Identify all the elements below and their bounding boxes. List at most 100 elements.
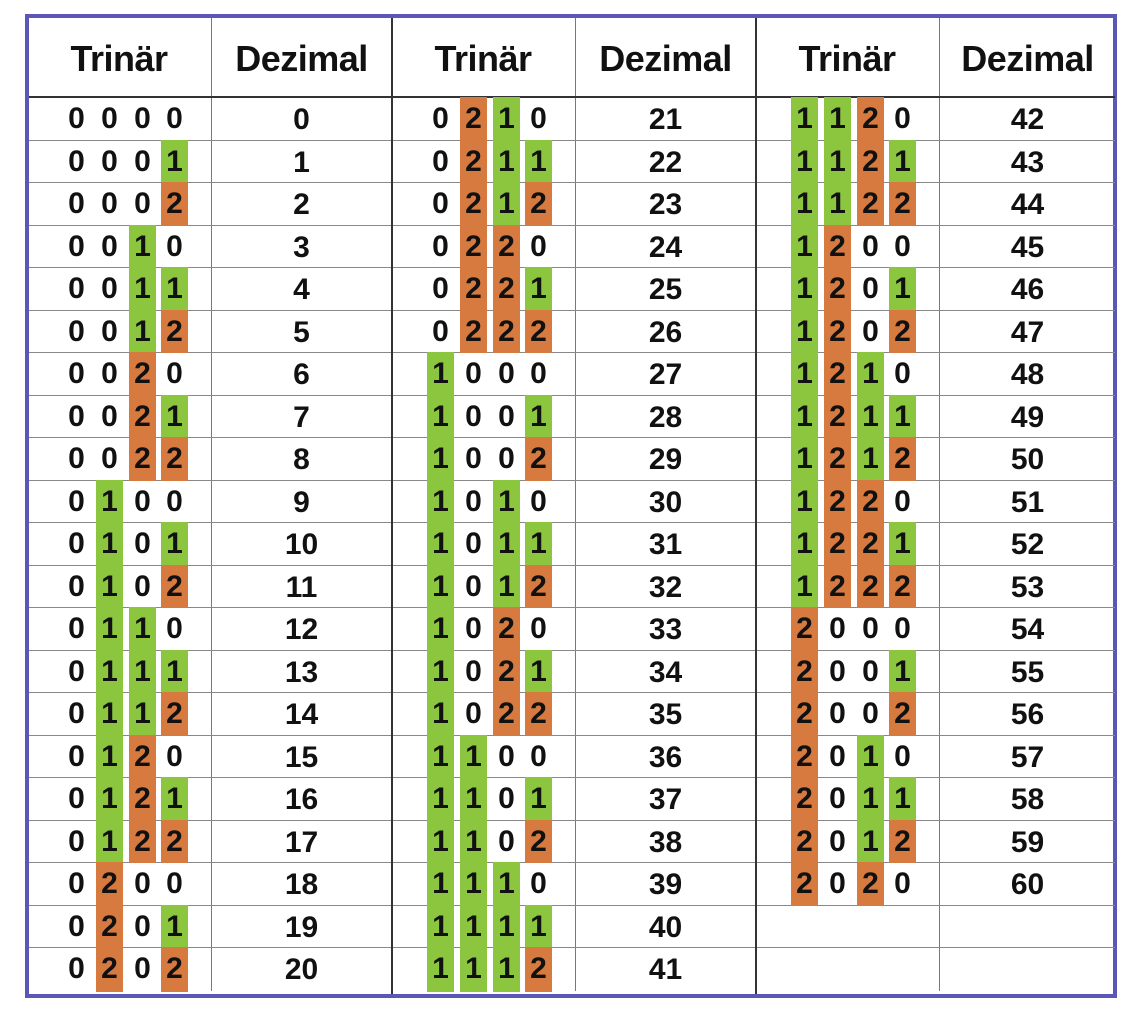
trinary-digit: 1 xyxy=(824,97,851,141)
trinary-digit: 0 xyxy=(101,102,118,135)
decimal-value: 19 xyxy=(211,905,391,947)
trinary-digit: 1 xyxy=(493,522,520,566)
trinary-digit: 0 xyxy=(166,739,183,773)
table-row: 2 0 1 0 57 xyxy=(757,734,1115,778)
trinary-digit: 0 xyxy=(101,442,118,475)
trinary-digit: 2 xyxy=(129,352,156,396)
trinary-digit: 0 xyxy=(134,144,151,178)
trinary-digit: 1 xyxy=(493,564,520,608)
trinary-digit: 0 xyxy=(498,357,515,390)
trinary-digit: 1 xyxy=(493,139,520,183)
trinary-digit: 1 xyxy=(525,649,552,693)
trinary-digit: 0 xyxy=(498,739,515,773)
trinary-digit: 1 xyxy=(460,734,487,778)
table-row: 0 2 1 1 22 xyxy=(393,139,755,183)
trinary-digit: 0 xyxy=(166,357,183,390)
trinary-digit: 0 xyxy=(101,357,118,390)
trinary-digit: 1 xyxy=(791,394,818,438)
trinary-digit: 1 xyxy=(96,479,123,523)
trinary-digit: 1 xyxy=(460,777,487,821)
trinary-digit: 1 xyxy=(161,649,188,693)
trinary-digit: 2 xyxy=(493,267,520,311)
trinary-digit: 2 xyxy=(857,862,884,906)
table-row: 2 0 0 2 56 xyxy=(757,692,1115,736)
table-row: 1 1 1 2 41 xyxy=(393,947,755,992)
trinary-digit: 0 xyxy=(134,569,151,603)
table-row: 1 1 1 0 39 xyxy=(393,862,755,906)
table-row: 1 2 1 0 48 xyxy=(757,352,1115,396)
trinary-digit: 0 xyxy=(465,399,482,433)
trinary-digit: 0 xyxy=(68,697,85,730)
trinary-digit: 0 xyxy=(101,314,118,348)
trinary-digit: 0 xyxy=(530,357,547,390)
trinary-digit: 1 xyxy=(525,139,552,183)
trinary-digit: 1 xyxy=(427,692,454,736)
trinary-digit: 0 xyxy=(862,697,879,730)
trinary-digit: 0 xyxy=(862,272,879,305)
trinary-value xyxy=(791,948,939,991)
trinary-digit: 2 xyxy=(525,947,552,992)
table-row: 1 2 0 2 47 xyxy=(757,309,1115,353)
decimal-value: 54 xyxy=(939,608,1115,650)
trinary-digit: 0 xyxy=(68,314,85,348)
trinary-digit: 0 xyxy=(498,399,515,433)
decimal-value: 46 xyxy=(939,268,1115,310)
trinary-digit: 0 xyxy=(894,102,911,135)
decimal-value: 26 xyxy=(575,310,755,352)
trinary-digit: 2 xyxy=(889,437,916,481)
trinary-digit: 1 xyxy=(129,309,156,353)
table-row: 0 1 1 2 14 xyxy=(29,692,391,736)
decimal-value: 3 xyxy=(211,225,391,267)
decimal-value: 53 xyxy=(939,565,1115,607)
trinary-digit: 0 xyxy=(101,272,118,305)
table-row: 0 2 2 1 25 xyxy=(393,267,755,311)
trinary-digit: 1 xyxy=(889,777,916,821)
trinary-digit: 2 xyxy=(161,819,188,863)
trinary-digit: 0 xyxy=(134,187,151,220)
decimal-value: 28 xyxy=(575,395,755,437)
trinary-digit: 1 xyxy=(427,947,454,992)
trinary-digit: 0 xyxy=(68,909,85,943)
trinary-digit: 1 xyxy=(96,692,123,736)
decimal-value: 1 xyxy=(211,140,391,182)
trinary-digit: 0 xyxy=(498,782,515,815)
decimal-value: 37 xyxy=(575,778,755,820)
trinary-digit: 1 xyxy=(460,819,487,863)
trinary-digit: 1 xyxy=(525,267,552,311)
decimal-value: 18 xyxy=(211,863,391,905)
decimal-value: 12 xyxy=(211,608,391,650)
decimal-value: 58 xyxy=(939,778,1115,820)
decimal-value: 39 xyxy=(575,863,755,905)
trinary-digit: 0 xyxy=(134,867,151,900)
trinary-digit: 0 xyxy=(68,867,85,900)
table-row: 1 0 1 1 31 xyxy=(393,522,755,566)
trinary-digit: 1 xyxy=(525,522,552,566)
trinary-digit: 2 xyxy=(96,904,123,948)
trinary-digit: 2 xyxy=(791,649,818,693)
rows: 1 1 2 0 42 1 1 2 1 43 1 1 2 2 44 1 2 0 0 45 1 2 0 1 46 1 2 0 2 47 1 2 1 0… xyxy=(757,97,1115,991)
decimal-value: 5 xyxy=(211,310,391,352)
trinary-digit: 2 xyxy=(889,564,916,608)
trinary-digit: 1 xyxy=(460,904,487,948)
trinary-digit: 0 xyxy=(465,612,482,645)
table-row: 1 2 0 0 45 xyxy=(757,224,1115,268)
trinary-digit: 2 xyxy=(460,139,487,183)
trinary-digit: 1 xyxy=(889,394,916,438)
table-row: 1 0 0 0 27 xyxy=(393,352,755,396)
